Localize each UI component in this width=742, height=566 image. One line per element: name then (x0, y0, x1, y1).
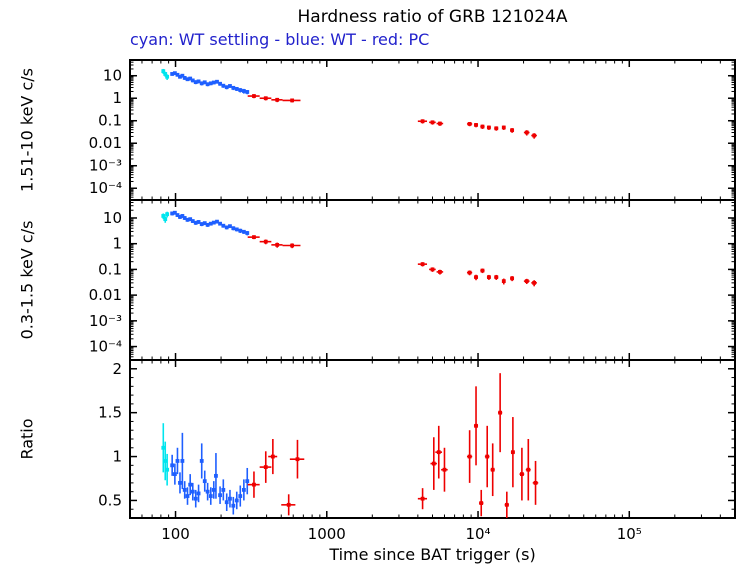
x-axis-label: Time since BAT trigger (s) (329, 545, 536, 564)
svg-text:100: 100 (161, 525, 190, 543)
svg-text:10⁵: 10⁵ (617, 525, 642, 543)
y-axis-label-soft-band: 0.3-1.5 keV c/s (17, 220, 37, 340)
svg-text:0.5: 0.5 (98, 491, 122, 509)
series-pc (247, 373, 539, 518)
svg-text:0.01: 0.01 (89, 286, 122, 304)
series-pc (247, 235, 537, 287)
chart-title: Hardness ratio of GRB 121024A (297, 7, 568, 27)
series-wt-settling (161, 211, 170, 223)
series-wt-settling (161, 423, 170, 486)
y-axis-label-hard-band: 1.51-10 keV c/s (17, 68, 37, 192)
series-wt (170, 210, 250, 236)
svg-text:2: 2 (112, 360, 122, 378)
svg-text:1: 1 (112, 89, 122, 107)
svg-text:10⁻³: 10⁻³ (89, 312, 122, 330)
chart-legend-subtitle: cyan: WT settling - blue: WT - red: PC (130, 30, 430, 49)
svg-text:10: 10 (103, 209, 122, 227)
svg-text:0.1: 0.1 (98, 112, 122, 130)
series-wt (170, 71, 250, 95)
svg-text:1000: 1000 (308, 525, 346, 543)
svg-text:1: 1 (112, 235, 122, 253)
panel-soft-band-rate: 10 1 0.1 0.01 10⁻³ 10⁻⁴ (89, 199, 736, 361)
series-wt (170, 432, 250, 515)
svg-text:1: 1 (112, 448, 122, 466)
y-axis-label-ratio: Ratio (17, 418, 37, 460)
svg-text:10: 10 (103, 67, 122, 85)
svg-text:10⁴: 10⁴ (465, 525, 490, 543)
svg-text:10⁻⁴: 10⁻⁴ (89, 338, 122, 356)
svg-text:0.1: 0.1 (98, 260, 122, 278)
panel-ratio: 2 1.5 1 0.5 100 1000 10⁴ 10⁵ (98, 359, 736, 543)
svg-text:10⁻³: 10⁻³ (89, 157, 122, 175)
series-wt-settling (161, 68, 170, 80)
svg-text:1.5: 1.5 (98, 404, 122, 422)
panel-hard-band-rate: 10 1 0.1 0.01 10⁻³ 10⁻⁴ (89, 59, 736, 201)
series-pc (247, 94, 537, 139)
svg-text:0.01: 0.01 (89, 134, 122, 152)
svg-text:10⁻⁴: 10⁻⁴ (89, 179, 122, 197)
